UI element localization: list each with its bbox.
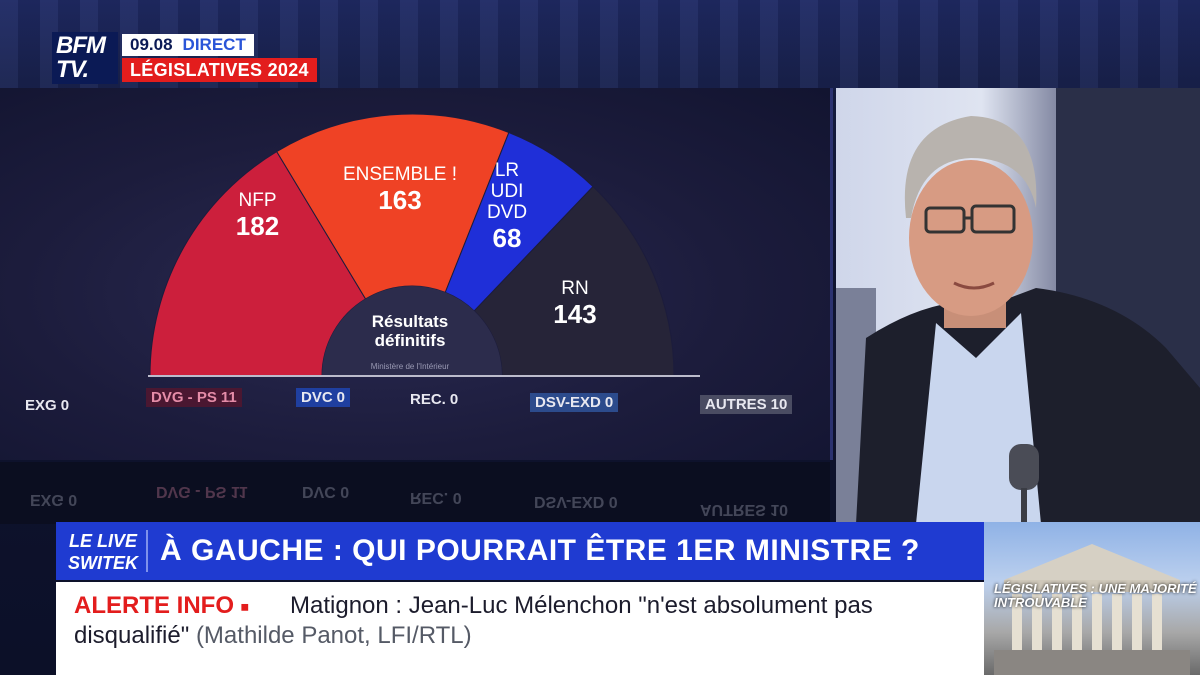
live-label: DIRECT [182,35,246,54]
hemicycle-chart [148,113,700,377]
chart-screen [0,88,833,460]
chart-center-disk [322,286,502,376]
group-name: DVC [301,389,333,406]
slice-label-ensemble: ENSEMBLE ! 163 [330,164,470,216]
chart-source: Ministère de l'Intérieur [370,362,450,371]
slice-name: NFP [238,190,277,211]
program-tag-line2: SWITEK [68,553,138,573]
channel-logo: BFM TV. [52,32,118,84]
thumbnail-caption-line2: INTROUVABLE [994,595,1087,610]
group-rec: REC. 0 [405,390,463,409]
group-exg: EXG 0 [20,396,74,415]
group-dvg-ps: DVG - PS 11 [146,388,242,407]
group-value: 0 [60,397,70,414]
logo-line1: BFM [56,32,106,59]
alert-text-line2: disqualifié" (Mathilde Panot, LFI/RTL) [74,622,472,650]
center-label-line1: Résultats [371,312,449,331]
slice-name: LR UDI DVD [486,160,528,223]
microphone-icon [1009,444,1039,490]
group-name: REC. [410,391,446,408]
group-value: 0 [449,391,459,408]
slice-value: 163 [378,185,422,215]
reflection-rec: REC. 0 [410,489,462,506]
reflection-autres: AUTRES 10 [700,501,789,518]
group-name: DSV-EXD [535,394,601,411]
center-label-line2: définitifs [374,331,446,350]
group-dsv-exd: DSV-EXD 0 [530,393,619,412]
slice-label-nfp: NFP 182 [200,190,315,242]
group-autres: AUTRES 10 [700,395,793,414]
slice-value: 143 [553,299,597,329]
reflection-exg: EXG 0 [30,491,78,508]
slice-name: ENSEMBLE ! [342,164,458,185]
group-name: DVG - PS [151,389,217,406]
logo-line2: TV. [56,56,89,83]
group-name: EXG [25,397,57,414]
band-separator [146,530,148,572]
glasses-icon [924,206,966,234]
program-tag-line1: LE LIVE [68,531,137,551]
screen-reflection: EXG 0 DVG - PS 11 DVC 0 REC. 0 DSV-EXD 0… [0,462,830,524]
time-box: 09.08 DIRECT [122,34,254,56]
slice-value: 182 [235,211,280,241]
thumbnail-caption: LÉGISLATIVES : UNE MAJORITÉ INTROUVABLE [994,582,1197,610]
reflection-dvc: DVC 0 [302,483,350,500]
alert-source: (Mathilde Panot, LFI/RTL) [195,622,472,649]
alert-label: ALERTE INFO ■ [74,592,250,619]
group-dvc: DVC 0 [296,388,351,407]
alert-text-cont: disqualifié" [74,622,190,649]
guest-face [909,160,1033,316]
slice-label-lr: LR UDI DVD 68 [472,160,542,254]
alert-text-line1: Matignon : Jean-Luc Mélenchon "n'est abs… [290,592,873,619]
studio-camera-view [836,88,1200,524]
guest-figure [836,88,1200,524]
headline-text: À GAUCHE : QUI POURRAIT ÊTRE 1ER MINISTR… [160,534,920,567]
slice-name: RN [561,278,589,299]
reflection-dvg-ps: DVG - PS 11 [156,483,248,500]
program-tag: LE LIVE SWITEK [62,524,144,578]
headline-band [56,522,984,580]
clock-time: 09.08 [130,35,173,54]
chart-center-label: Résultats définitifs [340,312,480,350]
group-value: 11 [220,389,237,406]
reflection-dsv-exd: DSV-EXD 0 [534,493,618,510]
group-value: 10 [770,396,788,413]
show-title: LÉGISLATIVES 2024 [122,58,317,82]
building-icon [994,544,1190,675]
group-name: AUTRES [705,396,767,413]
thumbnail-caption-line1: LÉGISLATIVES : UNE MAJORITÉ [994,581,1197,596]
group-value: 0 [336,389,346,406]
slice-label-rn: RN 143 [530,278,620,330]
thumbnail-assemblee [984,522,1200,675]
group-value: 0 [604,394,614,411]
alert-area [56,582,984,675]
slice-value: 68 [492,223,522,253]
